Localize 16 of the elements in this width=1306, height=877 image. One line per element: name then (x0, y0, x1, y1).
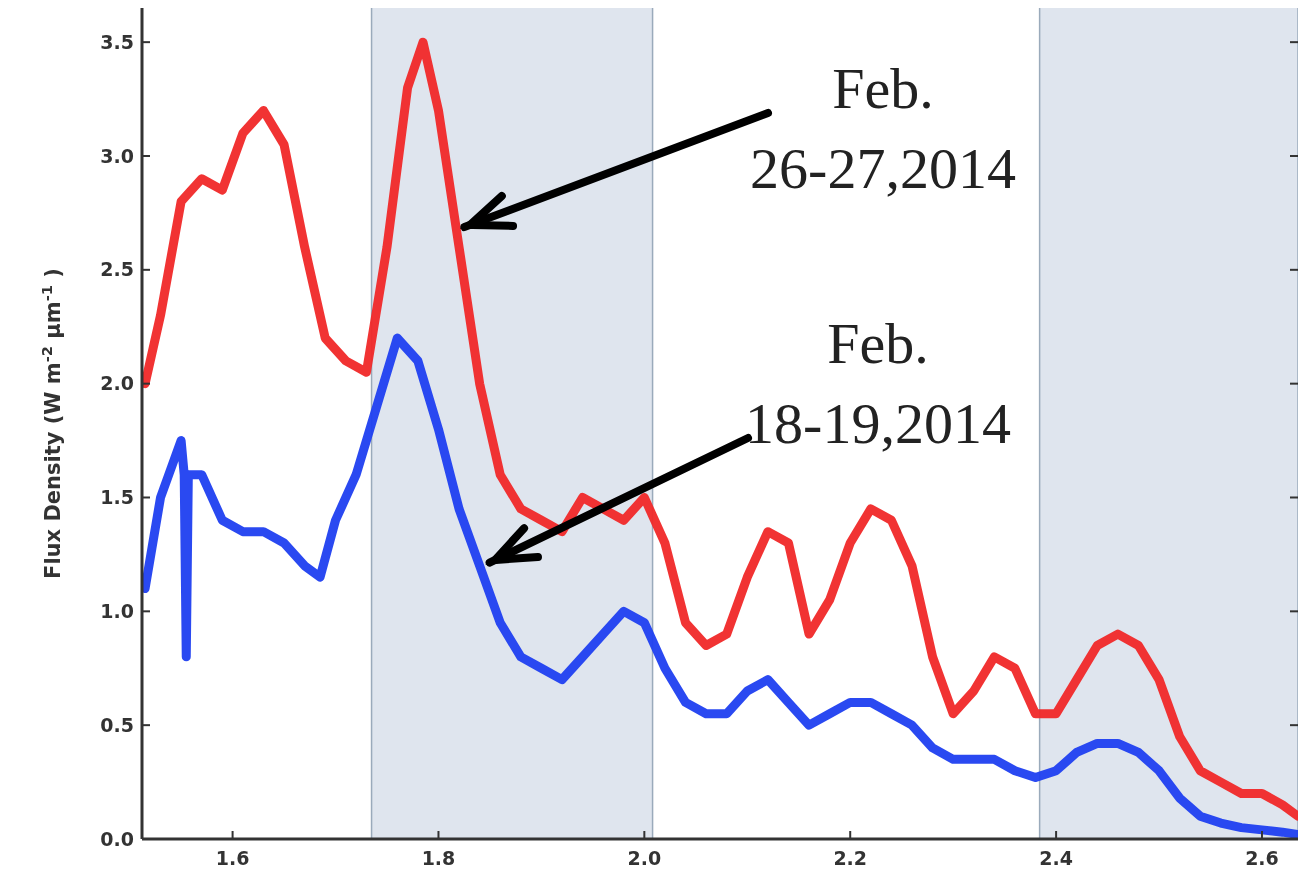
annotation: Feb. 26-27,2014 (750, 56, 1016, 201)
y-tick-label: 0.5 (100, 713, 134, 736)
y-tick-label: 3.0 (100, 144, 134, 167)
x-tick-label: 2.6 (1245, 847, 1279, 869)
y-tick-label: 1.0 (100, 599, 134, 622)
y-tick-label: 2.0 (100, 372, 134, 395)
x-tick-label: 2.0 (627, 847, 662, 869)
annotation: Feb. 18-19,2014 (745, 311, 1011, 456)
y-tick-label: 0.0 (100, 827, 134, 850)
x-tick-label: 2.2 (833, 847, 868, 869)
x-tick-label: 1.6 (215, 847, 250, 869)
x-tick-label: 1.8 (421, 847, 456, 869)
y-tick-label: 2.5 (100, 258, 134, 281)
y-tick-label: 1.5 (100, 486, 134, 509)
y-tick-label: 3.5 (100, 30, 134, 53)
x-tick-label: 2.4 (1039, 847, 1073, 869)
